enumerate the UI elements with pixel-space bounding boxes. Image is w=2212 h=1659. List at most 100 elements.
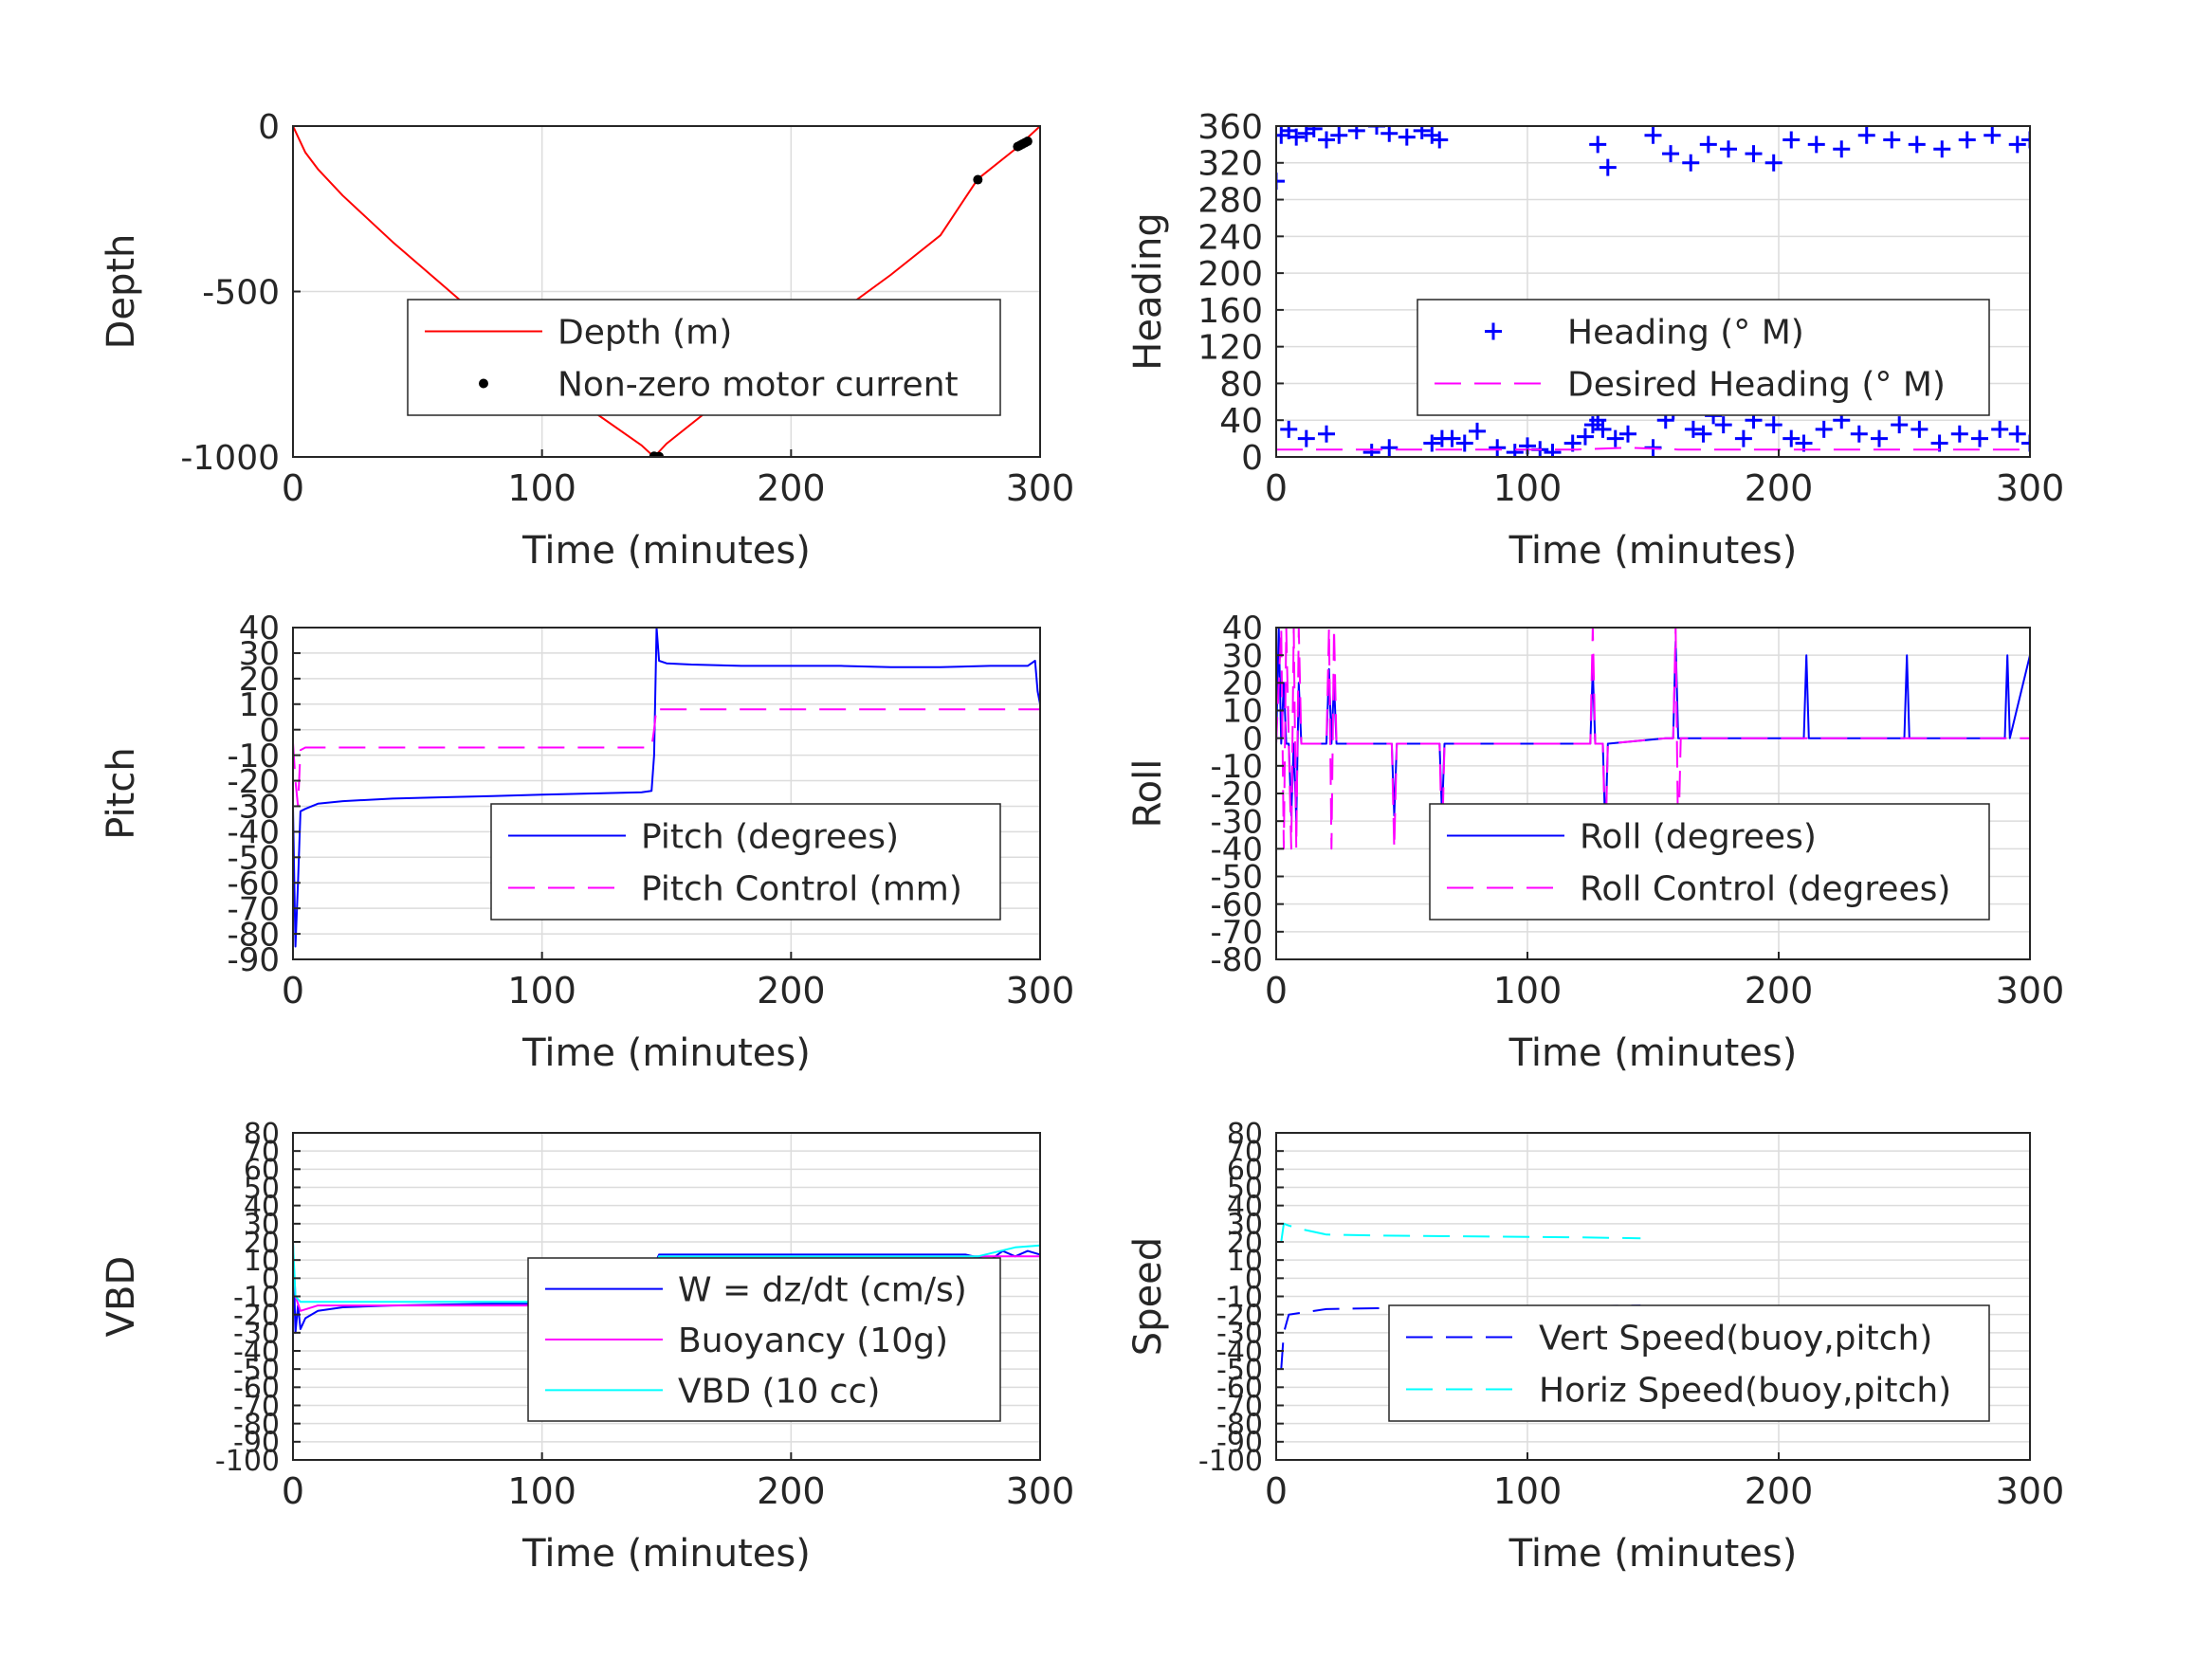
data-point xyxy=(1850,425,1868,443)
y-axis-label: Heading xyxy=(1126,212,1170,370)
data-point xyxy=(1455,434,1473,452)
legend-label: Vert Speed(buoy,pitch) xyxy=(1539,1320,1932,1358)
y-axis-label: Depth xyxy=(100,234,143,350)
y-tick-label: -10 xyxy=(1216,1281,1263,1314)
data-point xyxy=(2008,136,2026,154)
y-tick-label: 120 xyxy=(1197,329,1263,368)
data-point xyxy=(1958,131,1976,149)
y-tick-label: -40 xyxy=(1210,831,1263,869)
y-tick-label: 0 xyxy=(258,108,280,147)
y-axis-label: VBD xyxy=(100,1256,143,1338)
x-axis-label: Time (minutes) xyxy=(1508,529,1798,573)
legend-box xyxy=(1417,299,1990,416)
series-group xyxy=(1276,628,2030,850)
y-tick-label: -20 xyxy=(1216,1299,1263,1332)
y-tick-label: -50 xyxy=(1216,1354,1263,1387)
data-point xyxy=(2021,434,2030,452)
x-tick-label: 200 xyxy=(1745,970,1814,1012)
x-tick-label: 100 xyxy=(1493,1470,1563,1512)
x-tick-label: 100 xyxy=(1493,970,1563,1012)
legend-box xyxy=(1429,803,1990,921)
y-tick-label: 200 xyxy=(1197,255,1263,294)
y-tick-label: -50 xyxy=(1210,859,1263,897)
y-tick-label: -1000 xyxy=(180,439,280,478)
legend-marker xyxy=(1485,322,1502,340)
y-tick-label: -50 xyxy=(233,1354,280,1387)
data-point xyxy=(1764,416,1782,434)
y-tick-label: -10 xyxy=(227,738,280,775)
data-point xyxy=(1950,425,1968,443)
legend-label: Horiz Speed(buoy,pitch) xyxy=(1539,1372,1951,1411)
y-tick-label: 20 xyxy=(239,661,280,699)
data-point xyxy=(1469,422,1486,440)
x-tick-label: 0 xyxy=(282,467,304,509)
data-point xyxy=(1807,136,1825,154)
data-point xyxy=(1891,416,1909,434)
x-tick-label: 300 xyxy=(1996,970,2065,1012)
y-tick-label: -90 xyxy=(233,1427,280,1460)
y-axis-label: Speed xyxy=(1126,1237,1170,1356)
data-point xyxy=(1694,425,1712,443)
x-tick-label: 100 xyxy=(507,1470,576,1512)
y-tick-label: -60 xyxy=(1216,1372,1263,1405)
x-tick-label: 100 xyxy=(1493,467,1563,509)
data-point xyxy=(1318,131,1335,149)
y-tick-label: 10 xyxy=(239,686,280,724)
data-point xyxy=(1413,126,1431,139)
legend-label: Depth (m) xyxy=(558,314,732,353)
x-axis-label: Time (minutes) xyxy=(1508,1031,1798,1075)
y-tick-label: 80 xyxy=(1219,365,1263,404)
y-tick-label: -80 xyxy=(1216,1408,1263,1441)
legend-label: Pitch Control (mm) xyxy=(641,870,962,909)
y-tick-label: 160 xyxy=(1197,292,1263,331)
data-point xyxy=(1606,429,1624,447)
data-point xyxy=(1022,137,1033,147)
legend-label: Heading (° M) xyxy=(1567,314,1804,353)
y-tick-label: 80 xyxy=(244,1118,280,1151)
y-tick-label: -100 xyxy=(215,1445,280,1478)
y-tick-label: 70 xyxy=(244,1136,280,1169)
series-line xyxy=(1276,447,2030,451)
legend-label: Pitch (degrees) xyxy=(641,818,899,857)
y-tick-label: 0 xyxy=(262,1263,280,1296)
y-tick-label: 40 xyxy=(1219,402,1263,441)
roll-chart: 0 100 200 300-80-70-60-50-40-30-20-10010203… xyxy=(1126,610,2064,1075)
x-axis-label: Time (minutes) xyxy=(1508,1532,1798,1576)
data-point xyxy=(1720,140,1737,158)
data-point xyxy=(1782,429,1801,447)
y-axis-label: Roll xyxy=(1126,759,1170,829)
y-tick-label: -30 xyxy=(1216,1318,1263,1351)
y-tick-label: -40 xyxy=(1216,1336,1263,1369)
legend-box xyxy=(407,299,1001,416)
x-tick-label: 0 xyxy=(282,970,304,1012)
legend-label: Roll (degrees) xyxy=(1580,818,1817,857)
x-tick-label: 100 xyxy=(507,467,576,509)
vbd-chart: 0 100 200 300-100-90-80-70-60-50-40-30-20-1… xyxy=(100,1118,1074,1576)
y-tick-label: 30 xyxy=(1227,1209,1263,1242)
data-point xyxy=(1276,173,1285,191)
data-point xyxy=(1983,126,2002,144)
data-point xyxy=(1857,126,1875,144)
legend-box xyxy=(490,803,1001,921)
series-line xyxy=(1280,1304,1641,1370)
data-point xyxy=(1288,128,1306,146)
data-point xyxy=(1380,126,1398,142)
data-point xyxy=(1380,439,1398,457)
y-tick-label: -70 xyxy=(227,890,280,928)
axes-box xyxy=(292,627,1041,960)
data-point xyxy=(1433,429,1451,447)
y-tick-label: -80 xyxy=(1210,941,1263,979)
y-tick-label: -60 xyxy=(233,1372,280,1405)
x-axis-label: Time (minutes) xyxy=(521,529,811,573)
data-point xyxy=(1489,439,1507,457)
series-group xyxy=(1276,126,2030,457)
y-tick-label: -10 xyxy=(1210,748,1263,786)
legend-label: W = dz/dt (cm/s) xyxy=(678,1271,967,1310)
data-point xyxy=(1782,131,1801,149)
x-tick-label: 0 xyxy=(1265,970,1288,1012)
y-tick-label: -40 xyxy=(227,814,280,852)
x-tick-label: 300 xyxy=(1006,970,1075,1012)
data-point xyxy=(1644,126,1662,144)
x-tick-label: 100 xyxy=(507,970,576,1012)
y-tick-label: 20 xyxy=(1227,1227,1263,1260)
